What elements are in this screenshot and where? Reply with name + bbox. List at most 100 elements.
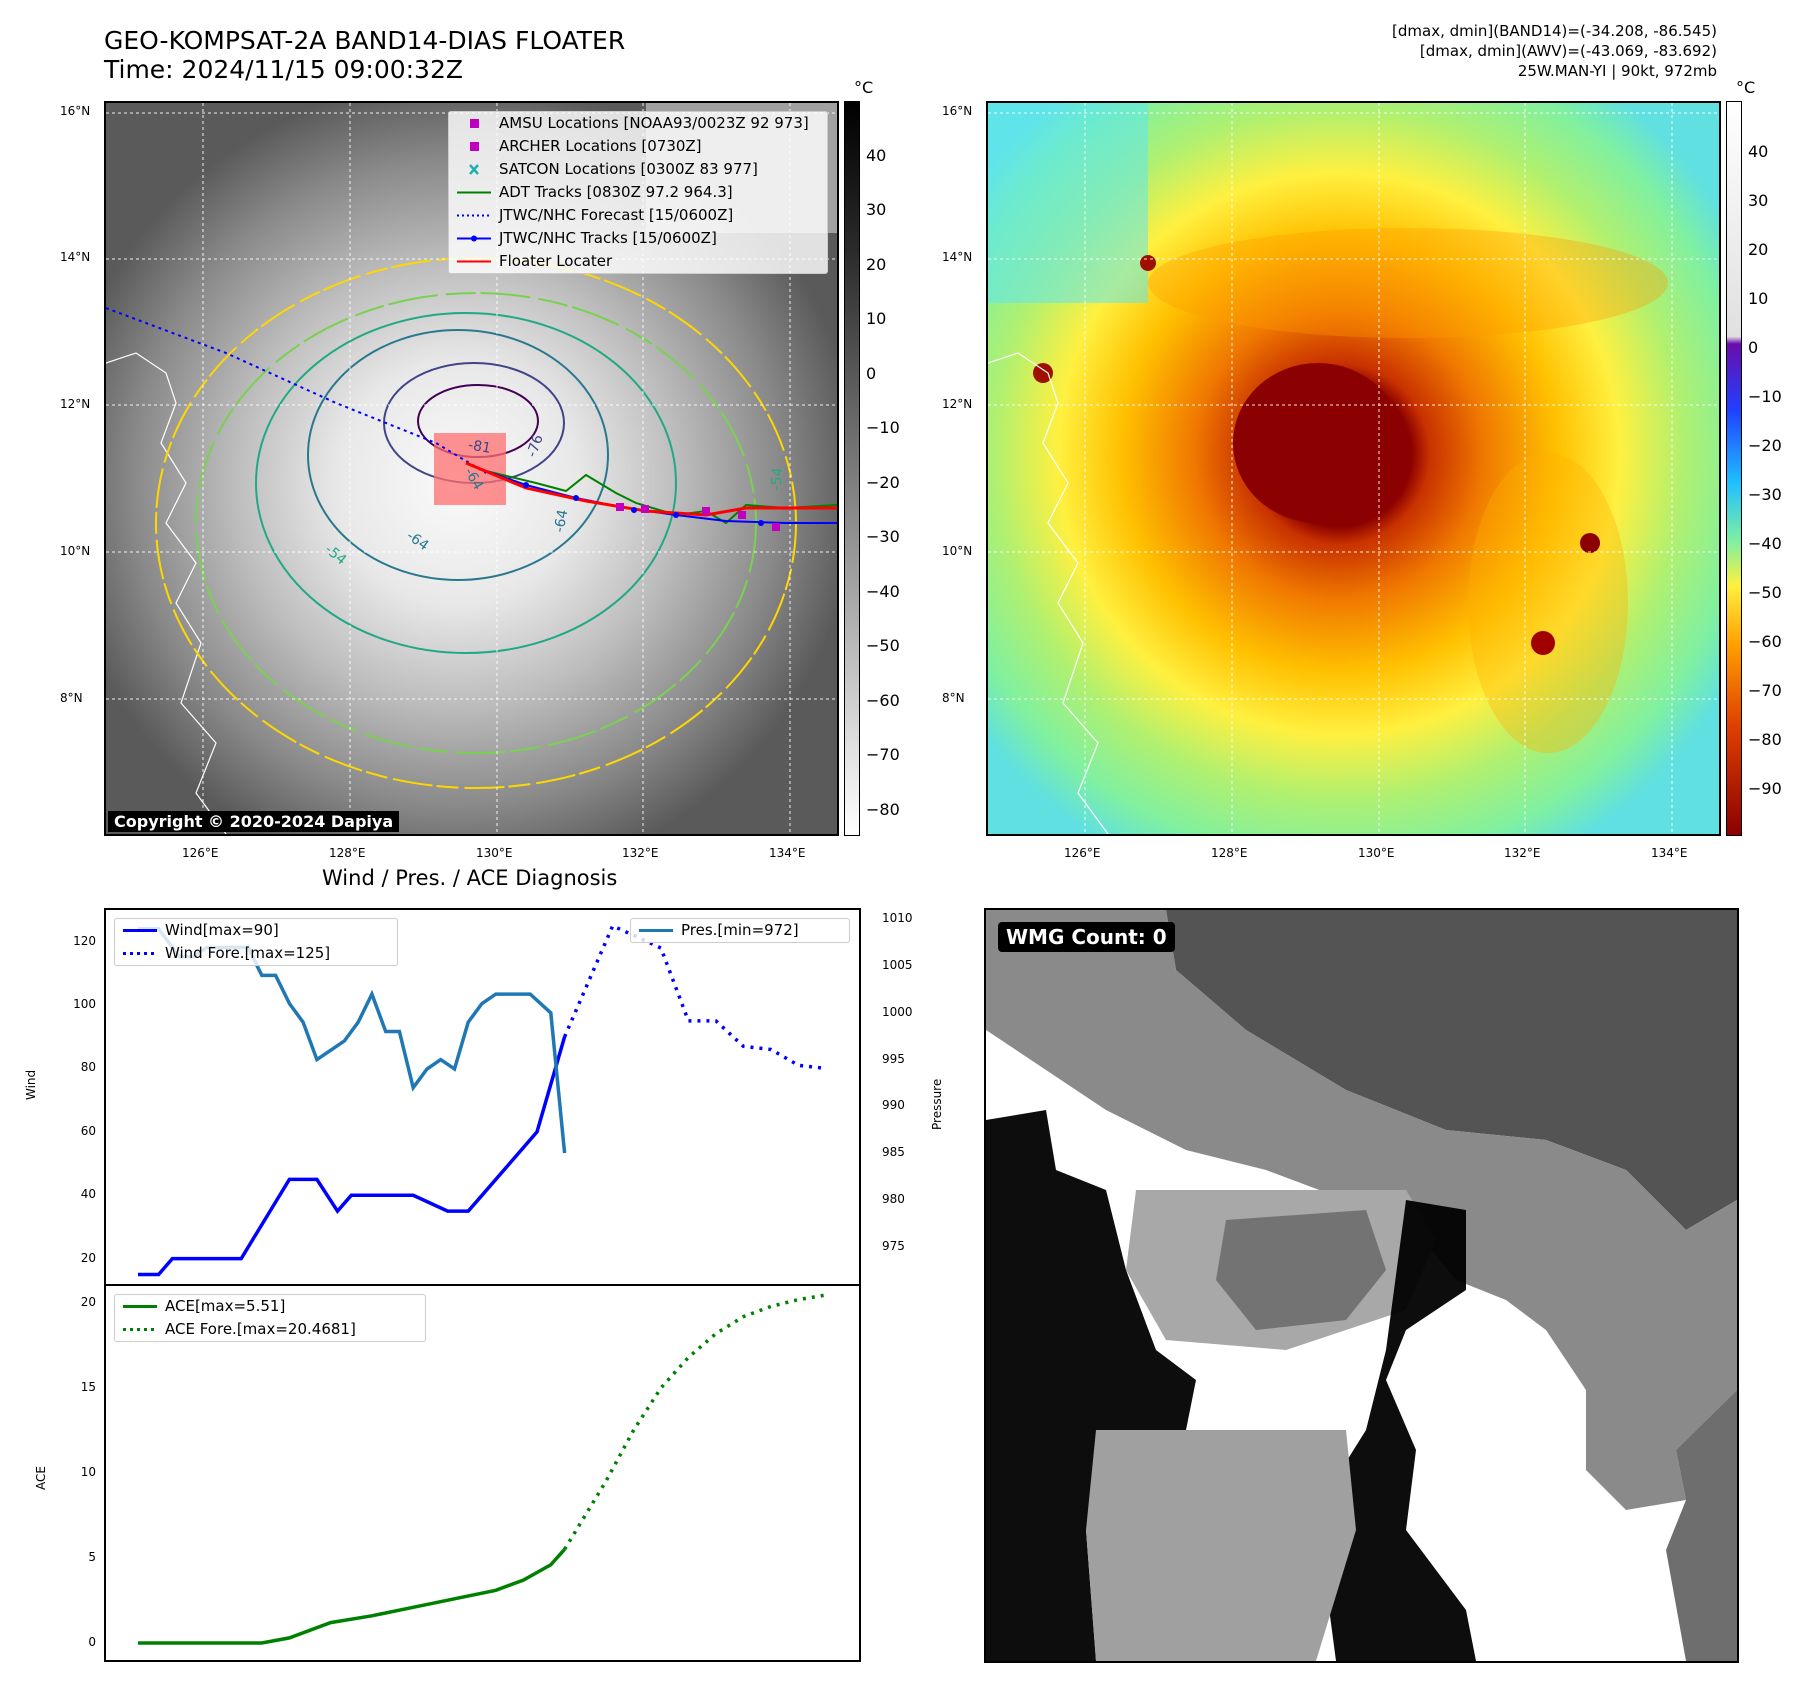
- copyright-label: Copyright © 2020-2024 Dapiya: [108, 811, 400, 832]
- colorbar-left: [844, 101, 860, 836]
- legend-item-wind-fore: Wind Fore.[max=125]: [123, 944, 331, 962]
- colorbar-left-tick: −70: [866, 745, 900, 764]
- colorbar-left-tick: −30: [866, 527, 900, 546]
- colorbar-right-unit: °C: [1736, 78, 1756, 97]
- pressure-tick: 995: [882, 1051, 905, 1066]
- colorbar-left-tick: 30: [866, 200, 887, 219]
- ace-tick: 15: [80, 1380, 96, 1394]
- ace-series-line-1: [563, 1293, 827, 1551]
- ace-tick: 5: [88, 1550, 96, 1564]
- lat-tick: 10°N: [942, 544, 973, 558]
- colorbar-right-tick: 10: [1748, 289, 1769, 308]
- color-ir-svg: [988, 103, 1719, 834]
- colorbar-right: [1726, 101, 1742, 836]
- colorbar-left-tick: 0: [866, 364, 877, 383]
- colorbar-right-tick: −70: [1748, 681, 1782, 700]
- lat-tick: 10°N: [60, 544, 91, 558]
- info-line1: [dmax, dmin](BAND14)=(-34.208, -86.545): [1392, 22, 1717, 40]
- wind-tick: 120: [73, 933, 96, 948]
- colorbar-right-tick: −20: [1748, 436, 1782, 455]
- colorbar-right-tick: −60: [1748, 632, 1782, 651]
- wind-pressure-svg: [138, 923, 827, 1277]
- lon-tick: 132°E: [1504, 846, 1541, 860]
- legend-item-floater: Floater Locater: [457, 252, 613, 270]
- wind-legend: Wind[max=90] Wind Fore.[max=125]: [114, 918, 398, 966]
- colorbar-right-tick: −10: [1748, 387, 1782, 406]
- lat-tick: 8°N: [60, 691, 83, 705]
- wind-tick: 20: [80, 1250, 96, 1265]
- wind-pressure-panel: Wind[max=90] Wind Fore.[max=125] Pres.[m…: [104, 908, 861, 1286]
- lat-tick: 14°N: [942, 250, 973, 264]
- lon-tick: 126°E: [182, 846, 219, 860]
- wind-tick: 100: [73, 997, 96, 1012]
- wmg-count-label: WMG Count: 0: [998, 922, 1175, 952]
- colorbar-right-tick: −40: [1748, 534, 1782, 553]
- figure-title-line2: Time: 2024/11/15 09:00:32Z: [104, 55, 463, 84]
- lon-tick: 134°E: [1651, 846, 1688, 860]
- colorbar-left-tick: −80: [866, 800, 900, 819]
- legend-item-archer: ARCHER Locations [0730Z]: [449, 135, 827, 158]
- colorbar-left-tick: −20: [866, 473, 900, 492]
- pressure-tick: 1000: [882, 1004, 913, 1019]
- pressure-tick: 990: [882, 1098, 905, 1113]
- colorbar-right-tick: −90: [1748, 779, 1782, 798]
- ace-panel: ACE[max=5.51] ACE Fore.[max=20.4681]: [104, 1284, 861, 1662]
- diagnosis-title: Wind / Pres. / ACE Diagnosis: [322, 866, 618, 890]
- contour-label: -54: [768, 466, 787, 492]
- wind-tick: 60: [80, 1123, 96, 1138]
- lon-tick: 128°E: [1211, 846, 1248, 860]
- colorbar-left-tick: 20: [866, 255, 887, 274]
- info-line3: 25W.MAN-YI | 90kt, 972mb: [1517, 62, 1717, 80]
- pressure-tick: 975: [882, 1238, 905, 1253]
- legend-item-pres: Pres.[min=972]: [639, 921, 799, 939]
- lat-tick: 14°N: [60, 250, 91, 264]
- colorbar-right-tick: 30: [1748, 191, 1769, 210]
- wind-tick: 40: [80, 1187, 96, 1202]
- lat-tick: 12°N: [60, 397, 91, 411]
- ace-tick: 10: [80, 1465, 96, 1479]
- ace-series-line-0: [138, 1548, 566, 1645]
- colorbar-left-tick: −50: [866, 636, 900, 655]
- figure-title-line1: GEO-KOMPSAT-2A BAND14-DIAS FLOATER: [104, 26, 626, 55]
- wind-tick: 80: [80, 1060, 96, 1075]
- lon-tick: 130°E: [1358, 846, 1395, 860]
- legend-item-ace: ACE[max=5.51]: [123, 1297, 286, 1315]
- info-line2: [dmax, dmin](AWV)=(-43.069, -83.692): [1419, 42, 1717, 60]
- legend-item-amsu: AMSU Locations [NOAA93/0023Z 92 973]: [449, 112, 827, 135]
- legend-item-jtwc-tracks: JTWC/NHC Tracks [15/0600Z]: [449, 227, 827, 250]
- colorbar-right-tick: −80: [1748, 730, 1782, 749]
- legend-item-adt: ADT Tracks [0830Z 97.2 964.3]: [457, 183, 733, 201]
- colorbar-right-tick: −50: [1748, 583, 1782, 602]
- pressure-tick: 1010: [882, 911, 913, 926]
- pressure-tick: 985: [882, 1145, 905, 1160]
- lat-tick: 8°N: [942, 691, 965, 705]
- colorbar-right-tick: −30: [1748, 485, 1782, 504]
- ace-legend: ACE[max=5.51] ACE Fore.[max=20.4681]: [114, 1294, 426, 1342]
- grayscale-ir-map[interactable]: -81 -64 -64 -54 -64 -54 -76 AMSU Locatio…: [104, 101, 839, 836]
- lon-tick: 130°E: [476, 846, 513, 860]
- color-ir-map[interactable]: [986, 101, 1721, 836]
- pressure-legend: Pres.[min=972]: [630, 918, 850, 943]
- colorbar-left-tick: −10: [866, 418, 900, 437]
- pressure-tick: 1005: [882, 958, 913, 973]
- lon-tick: 132°E: [622, 846, 659, 860]
- legend-item-wind: Wind[max=90]: [123, 921, 279, 939]
- colorbar-left-tick: −40: [866, 582, 900, 601]
- legend-item-satcon: SATCON Locations [0300Z 83 977]: [449, 158, 827, 181]
- colorbar-left-tick: −60: [866, 691, 900, 710]
- lon-tick: 134°E: [769, 846, 806, 860]
- series-line-0: [138, 1036, 567, 1277]
- colorbar-right-tick: 20: [1748, 240, 1769, 259]
- legend-item-jtwc-forecast: JTWC/NHC Forecast [15/0600Z]: [457, 206, 734, 224]
- colorbar-left-tick: 40: [866, 146, 887, 165]
- colorbar-right-tick: 0: [1748, 338, 1759, 357]
- colorbar-left-unit: °C: [854, 78, 874, 97]
- ace-svg: [138, 1293, 827, 1645]
- map-legend: AMSU Locations [NOAA93/0023Z 92 973] ARC…: [448, 111, 828, 274]
- wind-axis-label: Wind: [24, 1069, 38, 1100]
- pressure-tick: 980: [882, 1191, 905, 1206]
- series-line-1: [562, 923, 827, 1071]
- lat-tick: 16°N: [60, 104, 91, 118]
- colorbar-right-tick: 40: [1748, 142, 1769, 161]
- lon-tick: 126°E: [1064, 846, 1101, 860]
